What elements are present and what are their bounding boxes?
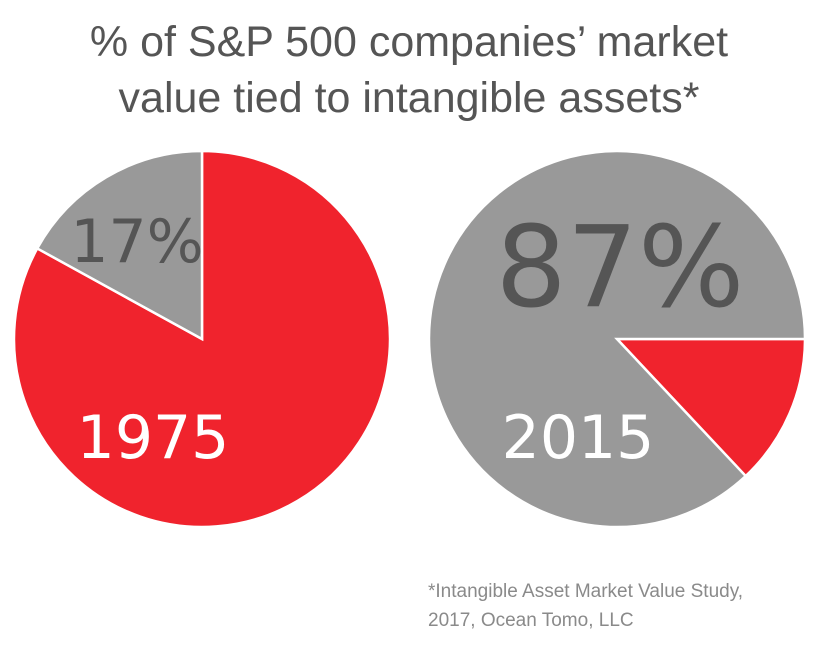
year-label-1975: 1975	[77, 403, 230, 473]
source-note-line-2: 2017, Ocean Tomo, LLC	[428, 610, 634, 631]
source-note-line-1: *Intangible Asset Market Value Study,	[428, 581, 744, 602]
year-label-2015: 2015	[502, 403, 655, 473]
pct-label-2015: 87%	[496, 203, 745, 333]
pct-label-1975: 17%	[70, 207, 203, 277]
chart-title-line-1: % of S&P 500 companies’ market	[89, 18, 729, 66]
pie-slice-tangible-2015	[614, 337, 807, 478]
chart-title: % of S&P 500 companies’ market value tie…	[0, 14, 818, 126]
pie-1975: 17% 1975	[12, 149, 392, 529]
chart-title-line-2: value tied to intangible assets*	[118, 74, 700, 122]
source-note: *Intangible Asset Market Value Study, 20…	[428, 577, 808, 635]
pie-slice-intangible-2015	[427, 149, 807, 529]
pie-slice-intangible-1975	[35, 149, 204, 342]
pie-2015: 87% 2015	[427, 149, 807, 529]
